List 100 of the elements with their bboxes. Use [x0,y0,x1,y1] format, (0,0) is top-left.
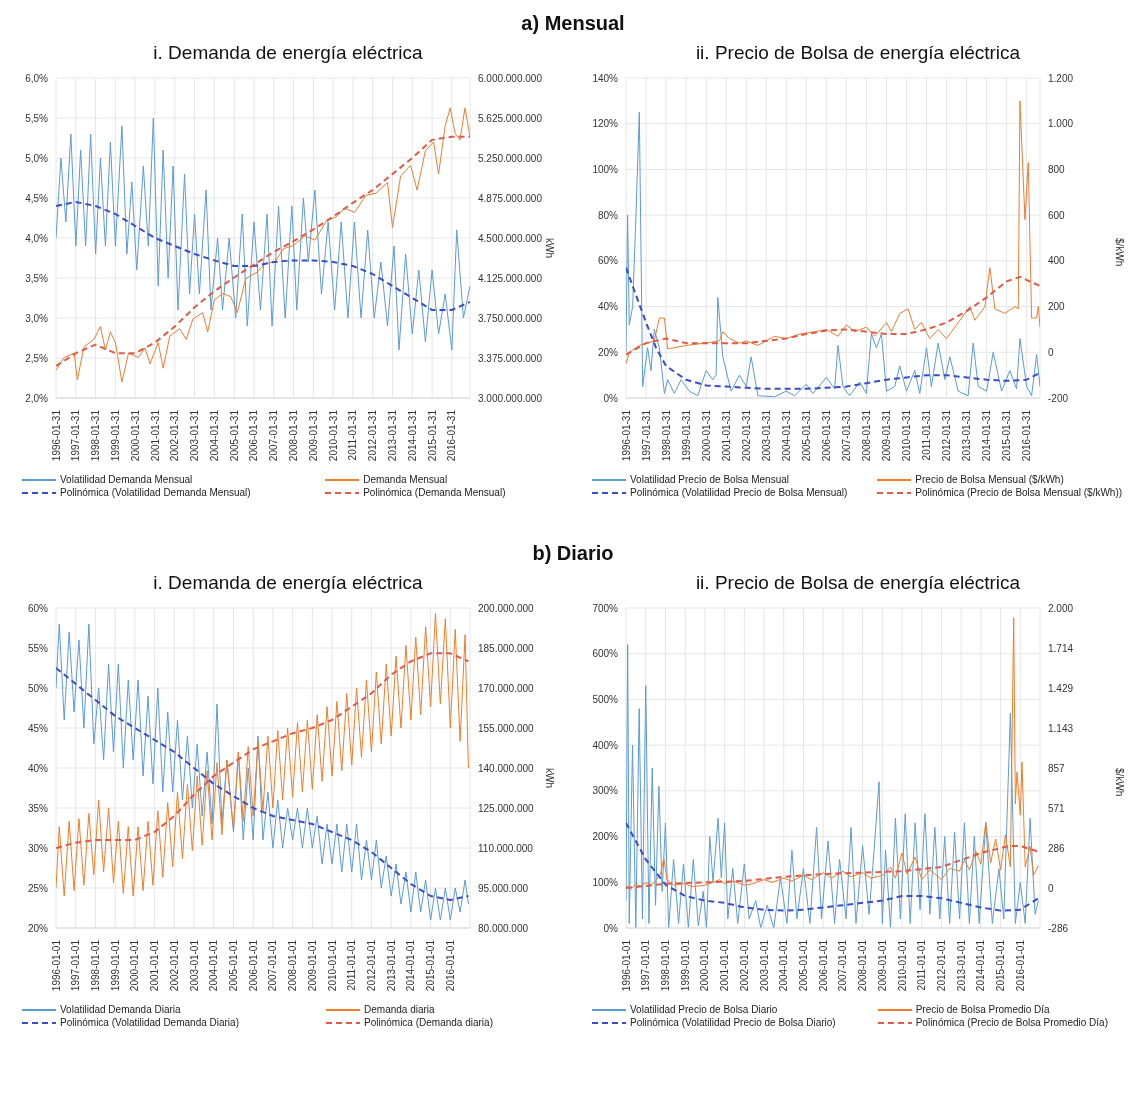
x-tick-label: 2004-01-01 [208,939,220,992]
x-tick-label: 2002-01-31 [740,409,752,462]
y2-tick-label: 200 [1048,301,1066,313]
y-tick-label: 600% [592,648,619,660]
line-series [56,667,470,901]
legend-label: Polinómica (Volatilidad Demanda Diaria) [60,1017,239,1028]
y2-tick-label: -200 [1048,392,1069,404]
legend-label: Precio de Bolsa Mensual ($/kWh) [915,474,1064,485]
x-tick-label: 2005-01-01 [797,939,809,992]
legend-label: Polinómica (Volatilidad Precio de Bolsa Diario) [630,1017,836,1028]
y-tick-label: 100% [592,876,619,888]
y2-tick-label: 3.750.000.000 [478,312,543,324]
y-tick-label: 400% [592,739,619,751]
y2-tick-label: 110.000.000 [478,842,534,854]
legend-label: Polinómica (Precio de Bolsa Mensual ($/kWh)) [915,487,1123,498]
line-series [56,652,470,849]
x-tick-label: 1999-01-01 [109,939,121,992]
y2-tick-label: 600 [1048,209,1066,221]
y2-tick-label: 5.250.000.000 [478,152,543,164]
y2-tick-label: 3.000.000.000 [478,392,543,404]
chart-title: i. Demanda de energía eléctrica [152,571,424,595]
x-tick-label: 2011-01-31 [347,409,359,461]
x-tick-label: 2004-01-01 [778,939,790,992]
y2-tick-label: 0 [1048,346,1054,358]
x-tick-label: 2000-01-31 [700,409,712,462]
y2-axis-title: kWh [544,768,556,788]
x-tick-label: 1998-01-01 [659,939,671,992]
x-tick-label: 2001-01-01 [149,939,161,992]
y-tick-label: 300% [592,785,619,797]
x-tick-label: 1998-01-31 [90,409,102,462]
legend-label: Volatilidad Demanda Diaria [60,1004,181,1015]
y2-tick-label: 155.000.000 [478,722,535,734]
y2-tick-label: 1.000 [1048,118,1074,130]
y-tick-label: 120% [592,118,619,130]
x-tick-label: 2000-01-01 [699,939,711,992]
x-tick-label: 2016-01-01 [1014,939,1026,992]
x-tick-label: 2002-01-31 [169,409,181,462]
x-tick-label: 2004-01-31 [208,409,220,462]
x-tick-label: 2007-01-31 [268,409,280,462]
x-tick-label: 2014-01-31 [981,409,993,462]
x-tick-label: 1997-01-01 [70,939,82,992]
x-tick-label: 2000-01-31 [129,409,141,462]
line-series [626,266,1040,390]
x-tick-label: 2016-01-31 [446,409,458,462]
legend-label: Polinómica (Volatilidad Demanda Mensual) [60,487,251,498]
y-tick-label: 40% [27,762,49,774]
y-tick-label: 2,0% [25,392,49,404]
x-tick-label: 2000-01-01 [129,939,141,992]
y2-tick-label: 286 [1048,842,1066,854]
x-tick-label: 2004-01-31 [780,409,792,462]
x-tick-label: 2003-01-01 [758,939,770,992]
x-tick-label: 1996-01-01 [50,939,62,992]
y-tick-label: 3,5% [25,272,49,284]
line-series [626,617,1039,890]
x-tick-label: 2003-01-31 [760,409,772,462]
y-tick-label: 100% [592,163,619,175]
y-tick-label: 55% [27,642,49,654]
x-tick-label: 2009-01-31 [307,409,319,462]
y-tick-label: 20% [27,922,49,934]
y-tick-label: 2,5% [25,352,49,364]
x-tick-label: 2013-01-01 [385,939,397,992]
y2-tick-label: 185.000.000 [478,642,535,654]
y-tick-label: 50% [27,682,49,694]
x-tick-label: 2016-01-31 [1021,409,1033,462]
y-tick-label: 6,0% [25,72,49,84]
y-tick-label: 25% [27,882,49,894]
x-tick-label: 1997-01-01 [640,939,652,992]
x-tick-label: 2009-01-01 [306,939,318,992]
x-tick-label: 2002-01-01 [738,939,750,992]
x-tick-label: 1996-01-01 [620,939,632,992]
x-tick-label: 2016-01-01 [444,939,456,992]
x-tick-label: 1999-01-31 [680,409,692,462]
legend-label: Demanda diaria [364,1004,435,1015]
x-tick-label: 2009-01-31 [880,409,892,462]
x-tick-label: 1998-01-31 [660,409,672,462]
y2-tick-label: 400 [1048,255,1066,267]
x-tick-label: 2014-01-01 [975,939,987,992]
x-tick-label: 2008-01-01 [857,939,869,992]
legend-label: Polinómica (Precio de Bolsa Promedio Día) [915,1017,1108,1028]
x-tick-label: 2015-01-31 [1001,409,1013,462]
y2-tick-label: 4.125.000.000 [478,272,543,284]
y2-tick-label: 1.200 [1048,72,1074,84]
y-tick-label: 0% [603,392,619,404]
y2-tick-label: 140.000.000 [478,762,535,774]
y2-tick-label: 800 [1048,163,1066,175]
x-tick-label: 1997-01-31 [640,409,652,462]
line-series [626,275,1040,356]
x-tick-label: 1997-01-31 [70,409,82,462]
y2-tick-label: 1.143 [1048,722,1074,734]
legend-label: Polinómica (Demanda Mensual) [363,487,506,498]
x-tick-label: 2015-01-31 [426,409,438,462]
y2-axis-title: $/kWh [1114,238,1126,267]
x-tick-label: 2001-01-01 [719,939,731,992]
line-series [56,107,470,383]
x-tick-label: 2014-01-31 [406,409,418,462]
x-tick-label: 2006-01-31 [248,409,260,462]
x-tick-label: 2006-01-31 [820,409,832,462]
y-tick-label: 45% [27,722,49,734]
x-tick-label: 2005-01-31 [800,409,812,462]
y-tick-label: 140% [592,72,619,84]
